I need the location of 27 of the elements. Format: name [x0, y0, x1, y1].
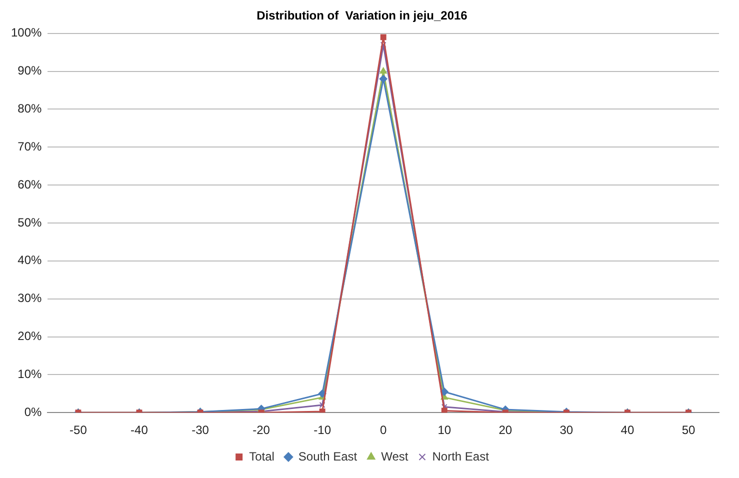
- x-tick-label: 30: [560, 423, 574, 438]
- legend-label: Total: [249, 449, 274, 464]
- legend-label: West: [381, 449, 409, 464]
- y-tick-label: 0%: [24, 404, 42, 419]
- x-tick-label: 40: [620, 423, 634, 438]
- x-tick-label: 10: [438, 423, 452, 438]
- x-tick-label: -20: [252, 423, 270, 438]
- y-tick-label: 70%: [18, 139, 42, 154]
- chart-title: Distribution of Variation in jeju_2016: [256, 8, 468, 23]
- y-tick-label: 80%: [18, 102, 42, 116]
- x-tick-label: 0: [380, 423, 387, 438]
- x-tick-label: -30: [192, 423, 210, 438]
- legend-label: North East: [432, 449, 490, 464]
- y-tick-label: 40%: [18, 253, 42, 268]
- x-tick-label: 50: [682, 423, 696, 438]
- x-tick-label: 20: [498, 423, 512, 438]
- y-tick-label: 60%: [18, 177, 42, 192]
- legend-label: South East: [298, 449, 358, 464]
- y-tick-label: 50%: [18, 215, 42, 230]
- y-tick-label: 100%: [10, 26, 42, 40]
- y-tick-label: 20%: [18, 329, 42, 344]
- y-tick-label: 90%: [18, 64, 42, 78]
- x-tick-label: -10: [314, 423, 332, 438]
- y-tick-label: 10%: [18, 366, 42, 381]
- x-tick-label: -50: [70, 423, 88, 438]
- x-tick-label: -40: [130, 423, 148, 438]
- y-tick-label: 30%: [18, 291, 42, 306]
